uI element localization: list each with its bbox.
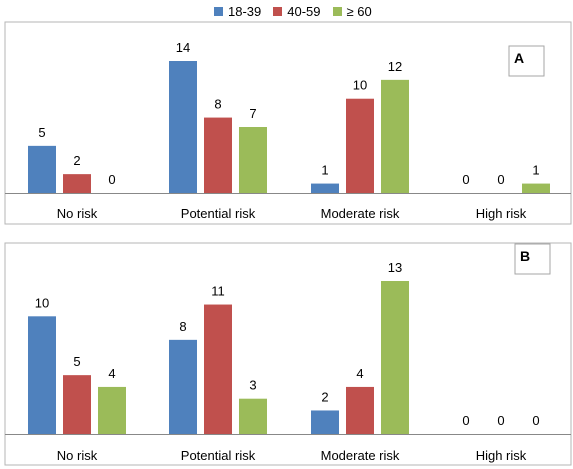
legend-entry-40-59: 40-59 [273,3,321,19]
chart-legend: 18-39 40-59 ≥ 60 [214,2,384,20]
data-label-b-3-1: 0 [497,413,504,428]
data-label-b-1-1: 11 [211,284,225,299]
data-label-b-0-0: 10 [35,295,49,310]
data-label-a-0-0: 5 [38,125,45,140]
bar-b-2-0 [311,410,339,434]
bar-b-2-1 [346,386,374,434]
bar-a-2-0 [311,183,339,193]
bar-b-0-0 [28,316,56,434]
bar-a-1-1 [204,117,232,193]
legend-label-40-59: 40-59 [287,3,321,19]
category-label-b-1: Potential risk [181,448,256,463]
panel-b-label: B [520,248,530,264]
bar-a-0-1 [63,174,91,193]
data-label-b-3-0: 0 [462,413,469,428]
legend-entry-18-39: 18-39 [214,4,261,19]
data-label-a-2-1: 10 [353,78,367,93]
bar-b-0-1 [63,375,91,434]
panel-a-frame [4,21,572,225]
category-label-a-0: No risk [57,206,98,221]
legend-label-18-39: 18-39 [228,3,262,19]
data-label-a-1-1: 8 [214,97,221,112]
category-label-a-2: Moderate risk [321,206,400,221]
data-label-a-2-2: 12 [388,59,402,74]
category-label-a-1: Potential risk [181,206,256,221]
data-label-a-0-2: 0 [108,172,115,187]
bar-a-2-2 [381,79,409,193]
legend-swatch-60-plus [332,6,342,16]
data-label-a-0-1: 2 [73,153,80,168]
category-label-b-0: No risk [57,448,98,463]
data-label-a-3-0: 0 [462,172,469,187]
data-label-b-2-2: 13 [388,260,402,275]
bar-b-2-2 [381,281,409,434]
bar-b-1-0 [169,339,197,434]
category-label-b-3: High risk [476,448,527,463]
legend-swatch-40-59 [273,6,283,16]
bar-a-1-0 [169,61,197,193]
legend-label-60-plus: ≥ 60 [346,3,372,19]
legend-swatch-18-39 [214,6,223,16]
bar-a-0-0 [28,145,56,193]
bar-b-1-2 [239,398,267,434]
data-label-b-2-1: 4 [356,366,363,381]
panel-a-label: A [514,50,524,66]
data-label-b-0-1: 5 [73,354,80,369]
data-label-a-1-0: 14 [176,40,190,55]
category-label-b-2: Moderate risk [321,448,400,463]
data-label-b-3-2: 0 [532,413,539,428]
data-label-b-0-2: 4 [108,366,115,381]
bar-a-2-1 [346,98,374,193]
data-label-b-1-0: 8 [179,319,186,334]
data-label-b-2-0: 2 [321,389,328,404]
bar-b-0-2 [98,386,126,434]
bar-a-3-2 [522,183,550,193]
bar-a-1-2 [239,127,267,193]
bar-b-1-1 [204,304,232,434]
legend-entry-60-plus: ≥ 60 [332,3,372,19]
data-label-a-1-2: 7 [249,106,256,121]
data-label-b-1-2: 3 [249,378,256,393]
panel-a-label-box [508,45,545,77]
panel-b-label-box [514,243,551,275]
data-label-a-3-1: 0 [497,172,504,187]
category-label-a-3: High risk [476,206,527,221]
data-label-a-3-2: 1 [532,163,539,178]
data-label-a-2-0: 1 [321,163,328,178]
